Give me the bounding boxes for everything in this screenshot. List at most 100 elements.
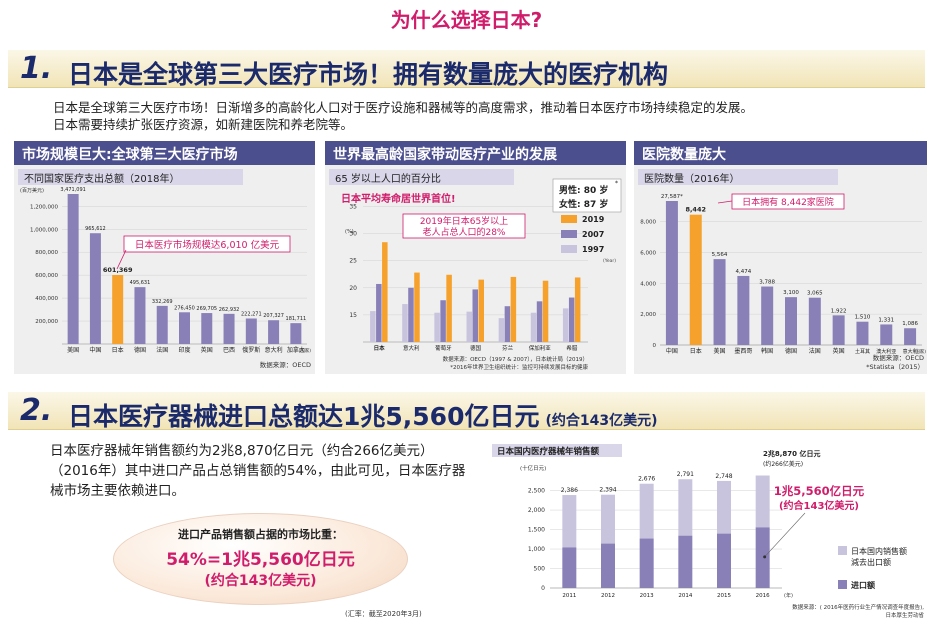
x-tick-label: 2013 — [640, 593, 654, 599]
callout-text: 日本医疗市场规模达6,010 亿美元 — [135, 239, 280, 251]
section-number: 2. — [20, 393, 53, 428]
section-title: 日本医疗器械进口总额达1兆5,560亿日元 (约合143亿美元) — [68, 397, 658, 433]
callout-line: 老人占总人口的28% — [422, 226, 505, 238]
legend-swatch — [561, 215, 577, 223]
bar — [223, 313, 235, 344]
total-label: 2,791 — [677, 471, 694, 478]
y-tick-label: 1,000,000 — [30, 227, 58, 233]
lifespan-star: * — [615, 180, 618, 187]
y-tick-label: 600,000 — [35, 273, 58, 279]
top-note: 2兆8,870 亿日元 — [763, 449, 820, 458]
x-tick-label: 意大利 — [903, 348, 918, 355]
bar — [536, 301, 543, 342]
source-note: 日本厚生劳动省 — [885, 611, 924, 619]
y-tick-label: 2,500 — [528, 488, 545, 495]
bar — [472, 289, 478, 342]
y-tick-label: 200,000 — [35, 319, 58, 325]
bar-value-label: 181,711 — [286, 316, 307, 322]
legend-label: 日本国内销售额 — [851, 546, 907, 556]
section-title-main: 日本医疗器械进口总额达1兆5,560亿日元 — [68, 402, 540, 431]
x-tick-label: 日本 — [374, 344, 386, 352]
x-tick-label: 英国 — [201, 346, 213, 354]
bar — [440, 300, 446, 342]
bar — [904, 328, 917, 345]
bar — [376, 283, 382, 342]
y-tick-label: 20 — [349, 285, 357, 292]
x-tick-label: 美国 — [67, 346, 79, 354]
panel-header: 世界最高龄国家带动医疗产业的发展 — [325, 141, 626, 165]
bar-value-label: 207,327 — [263, 313, 284, 319]
bar-value-label: 3,065 — [807, 291, 823, 297]
bar — [737, 275, 750, 345]
bar-value-label: 5,564 — [712, 252, 728, 258]
import-share-bubble: 进口产品销售额占据的市场比重： 54%=1兆5,560亿日元 (约合143亿美元… — [113, 513, 408, 605]
bar — [498, 318, 505, 342]
bar-value-label: 601,369 — [103, 266, 133, 274]
y-tick-label: 800,000 — [35, 250, 58, 256]
bar-value-label: 1,086 — [902, 321, 918, 327]
y-tick-label: 2,000 — [640, 312, 656, 318]
section-1-header: 1. 日本是全球第三大医疗市场！拥有数量庞大的医疗机构 — [8, 50, 925, 89]
legend-label: 进口额 — [851, 580, 875, 590]
panel-subtitle: 不同国家医疗支出总额（2018年） — [18, 169, 243, 185]
import-pointer-dot — [763, 555, 767, 559]
panel-subtitle: 医院数量（2016年） — [638, 169, 838, 185]
bar — [201, 313, 213, 344]
sales-chart: 日本国内医疗器械年销售额 (十亿日元) 0 500 1,000 1,500 2,000 2,5… — [492, 444, 924, 619]
panel-header: 医院数量庞大 — [634, 141, 927, 165]
bar — [574, 277, 581, 342]
y-tick-label: 2,000 — [528, 507, 545, 514]
x-tick-label: 韩国 — [761, 347, 773, 355]
chart-subtitle-bg — [492, 444, 622, 457]
bar-import — [717, 533, 731, 588]
total-label: 2,386 — [561, 487, 578, 494]
x-tick-label: 德国 — [134, 346, 146, 354]
bubble-sub: (约合143亿美元) — [204, 573, 317, 589]
bar-value-label: 4,474 — [735, 269, 751, 275]
x-tick-label: 日本 — [112, 346, 124, 354]
intro-line: 日本需要持续扩张医疗资源，如新建医院和养老院等。 — [53, 117, 354, 132]
bubble-label: 进口产品销售额占据的市场比重： — [178, 528, 343, 541]
bar — [446, 274, 452, 342]
total-label: 2,748 — [715, 473, 732, 480]
bar-value-label: 269,705 — [196, 306, 217, 312]
source-note: *Statista（2015） — [866, 363, 924, 371]
bar — [713, 259, 726, 345]
bar — [434, 312, 440, 342]
bar — [134, 287, 146, 344]
bar-domestic — [678, 479, 693, 536]
bar-value-label: 262,932 — [219, 307, 240, 313]
bar-value-label: 965,612 — [85, 226, 106, 232]
legend-note: (Year) — [603, 258, 616, 264]
x-tick-label: 日本 — [690, 347, 702, 355]
x-tick-label: 法国 — [809, 347, 821, 355]
y-tick-label: 0 — [541, 585, 545, 592]
bar-import — [678, 535, 693, 588]
bar-value-label: 1,922 — [831, 308, 847, 314]
panel-subtitle: 65 岁以上人口的百分比 — [329, 169, 514, 185]
male-lifespan: 男性: 80 岁 — [559, 184, 608, 196]
x-tick-label: 葡萄牙 — [435, 344, 452, 352]
y-unit: (%) — [345, 229, 354, 235]
source-note: 数据来源：OECD — [873, 353, 924, 362]
bar-value-label: 222,271 — [241, 311, 262, 317]
import-note: (约合143亿美元) — [779, 499, 859, 512]
legend-swatch — [561, 245, 577, 253]
y-tick-label: 15 — [349, 312, 357, 319]
x-tick-label: 法国 — [156, 346, 168, 354]
section-title-small: (约合143亿美元) — [545, 413, 658, 429]
y-tick-label: 6,000 — [640, 250, 656, 256]
section-2-header: 2. 日本医疗器械进口总额达1兆5,560亿日元 (约合143亿美元) — [8, 392, 925, 433]
chart-subtitle: 日本国内医疗器械年销售额 — [497, 446, 600, 457]
bar — [382, 242, 388, 342]
y-tick-label: 35 — [349, 203, 357, 210]
bar — [408, 287, 414, 342]
bar — [402, 304, 408, 342]
source-note: 数据来源：OECD — [260, 360, 311, 369]
x-tick-label: 希腊 — [566, 344, 578, 352]
bar-domestic — [639, 483, 654, 539]
x-tick-label: 意大利 — [403, 344, 420, 352]
y-unit: (十亿日元) — [520, 464, 546, 472]
text-line: （2016年）其中进口产品占总销售额的54%，由此可见，日本医疗器 — [50, 463, 466, 479]
bar — [568, 297, 575, 342]
